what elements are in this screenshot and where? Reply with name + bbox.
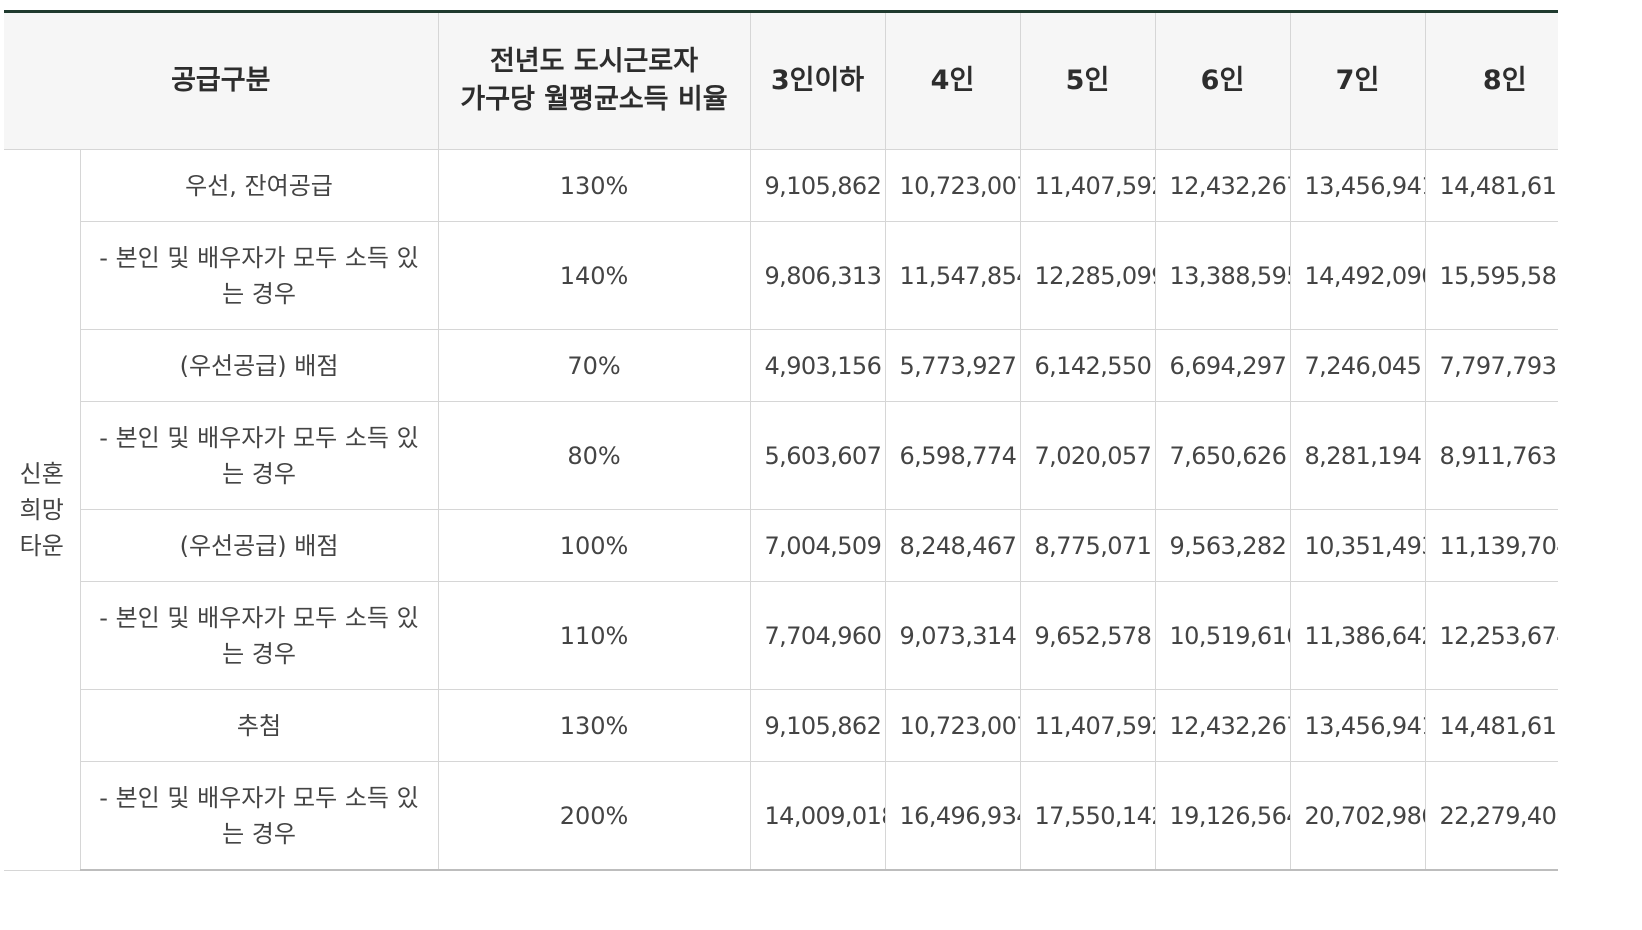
header-5-persons: 5인 <box>1019 13 1155 150</box>
row-label: - 본인 및 배우자가 모두 소득 있는 경우 <box>79 221 438 330</box>
cell-4-persons: 10,723,007 <box>884 689 1020 762</box>
row-ratio: 110% <box>437 581 750 690</box>
row-label: 우선, 잔여공급 <box>79 149 438 222</box>
cell-7-persons: 13,456,941 <box>1289 689 1425 762</box>
cell-5-persons: 12,285,099 <box>1019 221 1155 330</box>
cell-3-persons: 9,806,313 <box>749 221 885 330</box>
cell-5-persons: 6,142,550 <box>1019 329 1155 402</box>
cell-6-persons: 12,432,267 <box>1154 689 1290 762</box>
cell-5-persons: 17,550,142 <box>1019 761 1155 871</box>
header-6-persons: 6인 <box>1154 13 1290 150</box>
cell-5-persons: 8,775,071 <box>1019 509 1155 582</box>
cell-4-persons: 6,598,774 <box>884 401 1020 510</box>
cell-5-persons: 9,652,578 <box>1019 581 1155 690</box>
header-4-persons: 4인 <box>884 13 1020 150</box>
header-7-persons: 7인 <box>1289 13 1425 150</box>
header-8-persons: 8인 <box>1424 13 1558 150</box>
row-label: - 본인 및 배우자가 모두 소득 있는 경우 <box>79 761 438 871</box>
cell-6-persons: 6,694,297 <box>1154 329 1290 402</box>
table-row: - 본인 및 배우자가 모두 소득 있는 경우 80% 5,603,607 6,… <box>4 401 1558 510</box>
row-ratio: 100% <box>437 509 750 582</box>
income-table: 공급구분 전년도 도시근로자 가구당 월평균소득 비율 3인이하 4인 5인 6… <box>4 13 1558 871</box>
row-ratio: 200% <box>437 761 750 871</box>
table-row: (우선공급) 배점 100% 7,004,509 8,248,467 8,775… <box>4 509 1558 582</box>
header-income-ratio-line: 가구당 월평균소득 비율 <box>460 84 728 115</box>
row-ratio: 140% <box>437 221 750 330</box>
cell-4-persons: 8,248,467 <box>884 509 1020 582</box>
row-label: 추첨 <box>79 689 438 762</box>
cell-4-persons: 10,723,007 <box>884 149 1020 222</box>
table-row: - 본인 및 배우자가 모두 소득 있는 경우 110% 7,704,960 9… <box>4 581 1558 690</box>
row-ratio: 130% <box>437 689 750 762</box>
group-label-line: 타운 <box>19 531 64 560</box>
cell-3-persons: 7,704,960 <box>749 581 885 690</box>
row-ratio: 130% <box>437 149 750 222</box>
cell-8-persons: 12,253,674 <box>1424 581 1558 690</box>
table-row: (우선공급) 배점 70% 4,903,156 5,773,927 6,142,… <box>4 329 1558 402</box>
cell-6-persons: 10,519,610 <box>1154 581 1290 690</box>
cell-4-persons: 11,547,854 <box>884 221 1020 330</box>
cell-8-persons: 22,279,408 <box>1424 761 1558 871</box>
row-ratio: 70% <box>437 329 750 402</box>
cell-8-persons: 8,911,763 <box>1424 401 1558 510</box>
cell-8-persons: 15,595,586 <box>1424 221 1558 330</box>
cell-4-persons: 16,496,934 <box>884 761 1020 871</box>
group-label-line: 희망 <box>19 495 64 524</box>
cell-7-persons: 13,456,941 <box>1289 149 1425 222</box>
cell-3-persons: 9,105,862 <box>749 689 885 762</box>
group-label: 신혼 희망 타운 <box>4 149 80 871</box>
cell-7-persons: 7,246,045 <box>1289 329 1425 402</box>
cell-5-persons: 7,020,057 <box>1019 401 1155 510</box>
group-label-line: 신혼 <box>19 459 64 488</box>
row-ratio: 80% <box>437 401 750 510</box>
cell-7-persons: 11,386,642 <box>1289 581 1425 690</box>
header-row: 공급구분 전년도 도시근로자 가구당 월평균소득 비율 3인이하 4인 5인 6… <box>4 13 1558 150</box>
cell-7-persons: 10,351,493 <box>1289 509 1425 582</box>
header-supply-type: 공급구분 <box>4 13 438 150</box>
cell-3-persons: 5,603,607 <box>749 401 885 510</box>
cell-8-persons: 14,481,615 <box>1424 689 1558 762</box>
cell-7-persons: 8,281,194 <box>1289 401 1425 510</box>
income-table-container: 공급구분 전년도 도시근로자 가구당 월평균소득 비율 3인이하 4인 5인 6… <box>4 10 1558 874</box>
cell-4-persons: 5,773,927 <box>884 329 1020 402</box>
header-income-ratio: 전년도 도시근로자 가구당 월평균소득 비율 <box>437 13 750 150</box>
table-row: 추첨 130% 9,105,862 10,723,007 11,407,592 … <box>4 689 1558 762</box>
header-3-persons: 3인이하 <box>749 13 885 150</box>
cell-7-persons: 20,702,986 <box>1289 761 1425 871</box>
cell-5-persons: 11,407,592 <box>1019 149 1155 222</box>
row-label: (우선공급) 배점 <box>79 329 438 402</box>
row-label: (우선공급) 배점 <box>79 509 438 582</box>
cell-3-persons: 14,009,018 <box>749 761 885 871</box>
cell-8-persons: 14,481,615 <box>1424 149 1558 222</box>
table-row: - 본인 및 배우자가 모두 소득 있는 경우 200% 14,009,018 … <box>4 761 1558 871</box>
cell-6-persons: 7,650,626 <box>1154 401 1290 510</box>
cell-8-persons: 7,797,793 <box>1424 329 1558 402</box>
cell-3-persons: 7,004,509 <box>749 509 885 582</box>
cell-5-persons: 11,407,592 <box>1019 689 1155 762</box>
row-label: - 본인 및 배우자가 모두 소득 있는 경우 <box>79 401 438 510</box>
table-top-border <box>4 10 1558 13</box>
cell-7-persons: 14,492,090 <box>1289 221 1425 330</box>
cell-6-persons: 9,563,282 <box>1154 509 1290 582</box>
table-row: 신혼 희망 타운 우선, 잔여공급 130% 9,105,862 10,723,… <box>4 149 1558 871</box>
cell-3-persons: 9,105,862 <box>749 149 885 222</box>
row-label: - 본인 및 배우자가 모두 소득 있는 경우 <box>79 581 438 690</box>
cell-6-persons: 12,432,267 <box>1154 149 1290 222</box>
header-income-ratio-line: 전년도 도시근로자 <box>489 46 699 77</box>
cell-6-persons: 13,388,595 <box>1154 221 1290 330</box>
table-row: - 본인 및 배우자가 모두 소득 있는 경우 140% 9,806,313 1… <box>4 221 1558 330</box>
cell-6-persons: 19,126,564 <box>1154 761 1290 871</box>
cell-3-persons: 4,903,156 <box>749 329 885 402</box>
cell-4-persons: 9,073,314 <box>884 581 1020 690</box>
cell-8-persons: 11,139,704 <box>1424 509 1558 582</box>
